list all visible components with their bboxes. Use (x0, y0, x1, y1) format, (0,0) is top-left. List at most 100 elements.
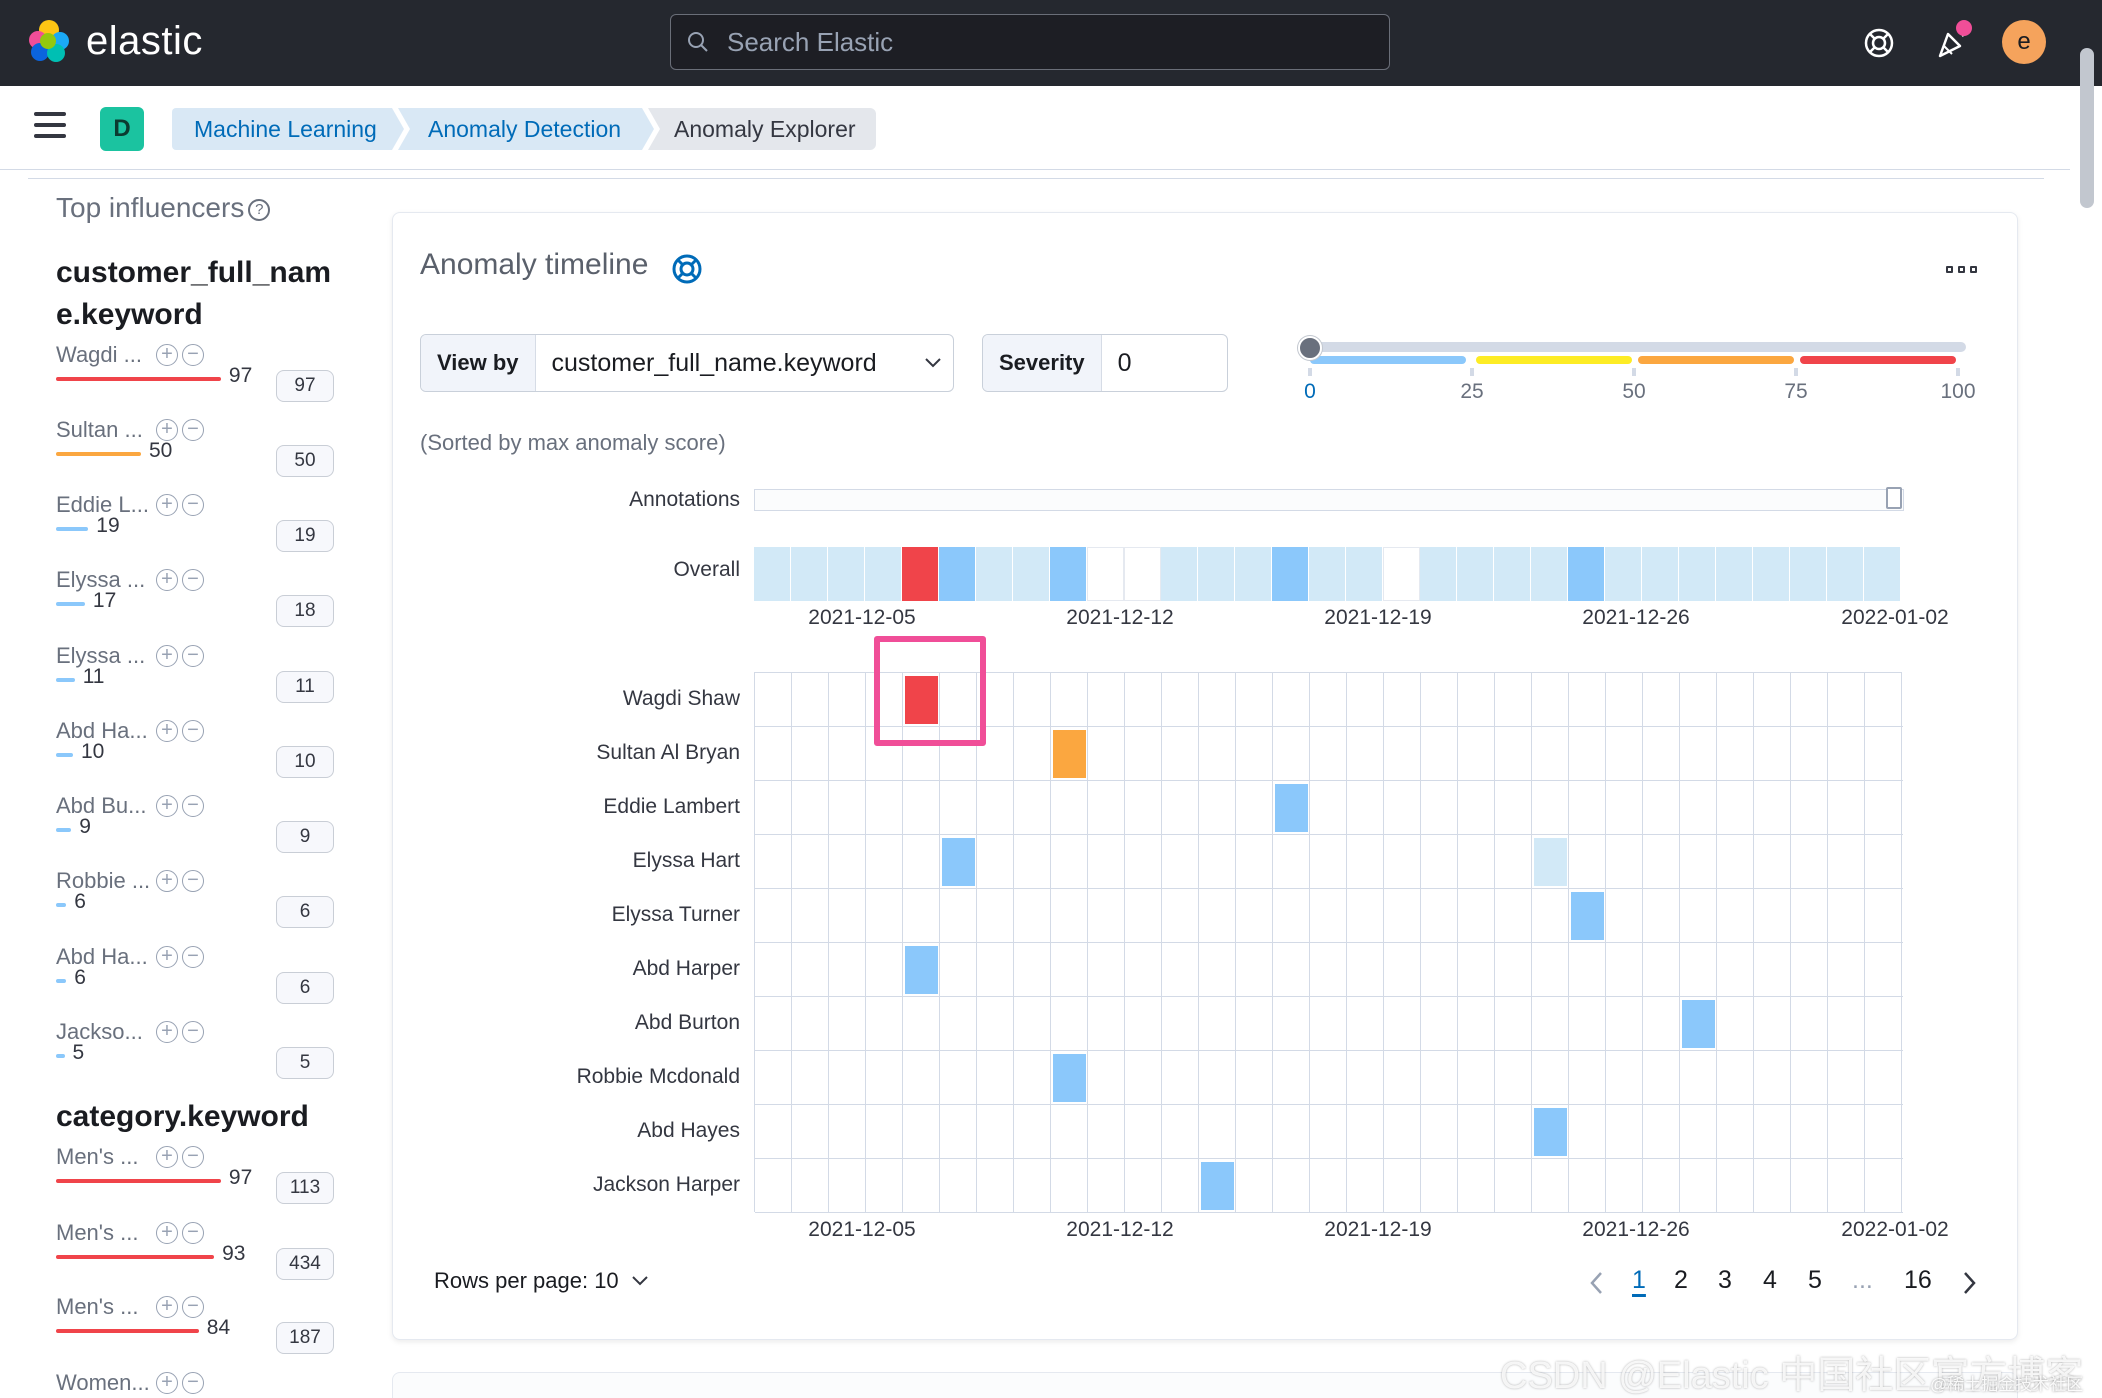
swimlane-row-label[interactable]: Elyssa Hart (632, 849, 740, 872)
page-button[interactable]: 5 (1808, 1266, 1822, 1294)
page-button[interactable]: 3 (1718, 1266, 1732, 1294)
anomaly-cell[interactable] (1201, 1162, 1234, 1210)
swimlane-row-label[interactable]: Abd Burton (634, 1011, 740, 1034)
swimlane-grid[interactable] (754, 672, 1903, 1213)
filter-in-icon[interactable]: + (156, 1296, 178, 1318)
anomaly-cell[interactable] (1571, 892, 1604, 940)
more-options-icon[interactable] (1946, 266, 1977, 273)
filter-out-icon[interactable]: − (182, 344, 204, 366)
news-feed-button[interactable] (1928, 20, 1974, 66)
overall-cell[interactable] (1716, 547, 1753, 601)
overall-cell[interactable] (1457, 547, 1494, 601)
overall-cell[interactable] (1124, 547, 1161, 601)
overall-cell[interactable] (1235, 547, 1272, 601)
anomaly-cell[interactable] (1053, 730, 1086, 778)
overall-cell[interactable] (939, 547, 976, 601)
user-avatar[interactable]: e (2002, 20, 2046, 64)
question-icon[interactable]: ? (248, 198, 271, 221)
anomaly-cell[interactable] (1534, 1108, 1567, 1156)
filter-out-icon[interactable]: − (182, 569, 204, 591)
page-button[interactable]: 4 (1763, 1266, 1777, 1294)
overall-cell[interactable] (1087, 547, 1124, 601)
influencer-value-name[interactable]: Women... (56, 1370, 150, 1395)
swimlane-row-label[interactable]: Wagdi Shaw (622, 687, 740, 710)
overall-cell[interactable] (1013, 547, 1050, 601)
global-search[interactable] (670, 14, 1390, 70)
overall-cell[interactable] (902, 547, 939, 601)
severity-slider[interactable]: 0 25 50 75 100 (1294, 332, 1976, 412)
rows-per-page-button[interactable]: Rows per page: 10 (434, 1268, 649, 1294)
overall-cell[interactable] (1309, 547, 1346, 601)
page-button[interactable]: 2 (1674, 1266, 1688, 1294)
swimlane-row-label[interactable]: Jackson Harper (592, 1173, 740, 1196)
overall-cell[interactable] (754, 547, 791, 601)
filter-in-icon[interactable]: + (156, 494, 178, 516)
overall-cell[interactable] (1531, 547, 1568, 601)
anomaly-cell[interactable] (1053, 1054, 1086, 1102)
search-input[interactable] (727, 26, 1347, 58)
overall-swimlane[interactable] (754, 547, 1901, 601)
overall-cell[interactable] (1642, 547, 1679, 601)
overall-cell[interactable] (1494, 547, 1531, 601)
filter-out-icon[interactable]: − (182, 645, 204, 667)
influencer-value-name[interactable]: Eddie L... (56, 492, 149, 517)
elastic-logo[interactable]: elastic (26, 18, 203, 64)
anomaly-cell[interactable] (1682, 1000, 1715, 1048)
filter-out-icon[interactable]: − (182, 494, 204, 516)
menu-toggle-icon[interactable] (34, 112, 66, 138)
influencer-value-name[interactable]: Elyssa ... (56, 643, 146, 668)
annotations-lane[interactable] (754, 489, 1904, 511)
overall-cell[interactable] (1827, 547, 1864, 601)
swimlane-row-label[interactable]: Eddie Lambert (603, 795, 740, 818)
overall-cell[interactable] (1753, 547, 1790, 601)
swimlane-row-label[interactable]: Elyssa Turner (611, 903, 740, 926)
overall-cell[interactable] (828, 547, 865, 601)
overall-cell[interactable] (1605, 547, 1642, 601)
severity-slider-handle[interactable] (1298, 336, 1322, 360)
anomaly-cell[interactable] (905, 676, 938, 724)
influencer-value-name[interactable]: Men's ... (56, 1144, 139, 1169)
view-by-value[interactable]: customer_full_name.keyword (551, 348, 877, 377)
filter-out-icon[interactable]: − (182, 946, 204, 968)
help-button[interactable] (1856, 20, 1902, 66)
influencer-value-name[interactable]: Jackso... (56, 1019, 143, 1044)
overall-cell[interactable] (865, 547, 902, 601)
filter-in-icon[interactable]: + (156, 946, 178, 968)
annotations-brush-handle[interactable] (1886, 487, 1902, 509)
overall-cell[interactable] (1198, 547, 1235, 601)
influencer-value-name[interactable]: Abd Bu... (56, 793, 147, 818)
anomaly-cell[interactable] (942, 838, 975, 886)
breadcrumb-anomaly-detection[interactable]: Anomaly Detection (398, 108, 654, 150)
anomaly-cell[interactable] (1275, 784, 1308, 832)
filter-in-icon[interactable]: + (156, 1372, 178, 1394)
filter-out-icon[interactable]: − (182, 1021, 204, 1043)
overall-cell[interactable] (1679, 547, 1716, 601)
influencer-value-name[interactable]: Men's ... (56, 1220, 139, 1245)
filter-out-icon[interactable]: − (182, 1222, 204, 1244)
overall-cell[interactable] (1420, 547, 1457, 601)
severity-slider-track[interactable] (1310, 342, 1966, 352)
overall-cell[interactable] (1790, 547, 1827, 601)
space-avatar[interactable]: D (100, 107, 144, 151)
overall-cell[interactable] (1864, 547, 1901, 601)
filter-out-icon[interactable]: − (182, 870, 204, 892)
influencer-value-name[interactable]: Men's ... (56, 1294, 139, 1319)
filter-out-icon[interactable]: − (182, 1146, 204, 1168)
filter-in-icon[interactable]: + (156, 795, 178, 817)
anomaly-cell[interactable] (905, 946, 938, 994)
severity-input[interactable]: 0 (1117, 348, 1132, 377)
filter-in-icon[interactable]: + (156, 1146, 178, 1168)
influencer-value-name[interactable]: Robbie ... (56, 868, 151, 893)
page-button[interactable]: 16 (1904, 1266, 1932, 1294)
page-scrollbar[interactable] (2072, 44, 2102, 1398)
influencer-value-name[interactable]: Abd Ha... (56, 944, 148, 969)
filter-in-icon[interactable]: + (156, 645, 178, 667)
swimlane-row-label[interactable]: Robbie Mcdonald (576, 1065, 740, 1088)
filter-in-icon[interactable]: + (156, 1222, 178, 1244)
filter-out-icon[interactable]: − (182, 1372, 204, 1394)
chevron-down-icon[interactable] (913, 357, 953, 369)
overall-cell[interactable] (1568, 547, 1605, 601)
breadcrumb-machine-learning[interactable]: Machine Learning (172, 108, 404, 150)
overall-cell[interactable] (1383, 547, 1420, 601)
scrollbar-thumb[interactable] (2080, 48, 2094, 208)
